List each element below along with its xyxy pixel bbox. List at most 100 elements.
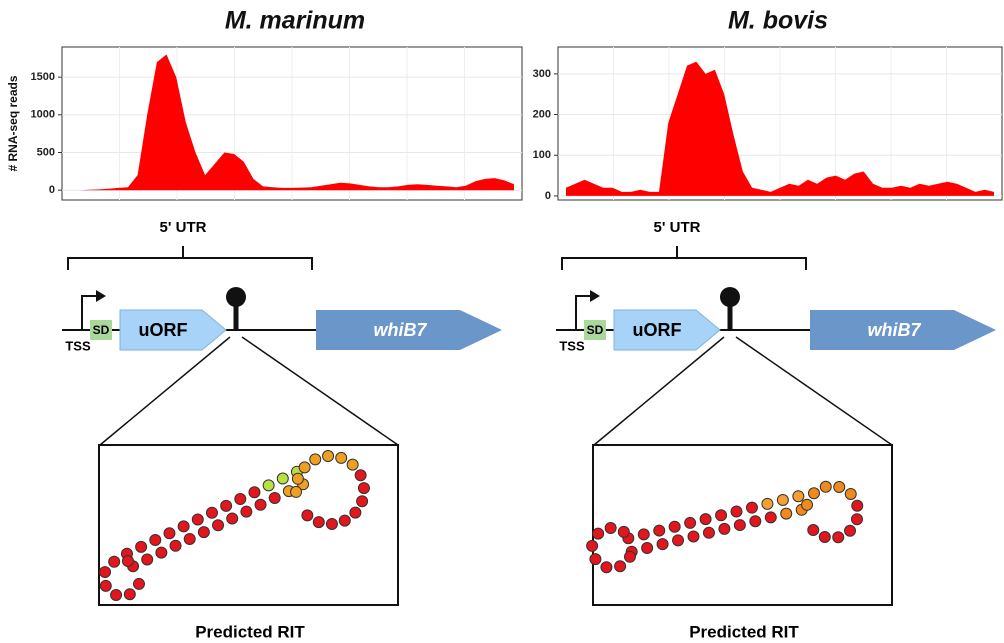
nucleotide <box>205 506 218 519</box>
nucleotide <box>197 526 210 539</box>
tss-arrow <box>575 295 590 330</box>
zoom-lines <box>593 336 893 446</box>
nucleotide <box>254 498 267 511</box>
nucleotide <box>702 526 715 539</box>
nucleotide <box>335 451 348 464</box>
nucleotide <box>764 511 777 524</box>
tss-arrowhead <box>96 290 106 302</box>
nucleotide <box>850 513 863 526</box>
nucleotide <box>818 530 831 543</box>
nucleotide <box>617 525 630 538</box>
nucleotide <box>135 540 148 553</box>
nucleotide <box>730 505 743 518</box>
utr-label: 5' UTR <box>160 219 207 236</box>
gene-arrow <box>316 310 502 350</box>
uorf-arrow <box>613 309 721 351</box>
nucleotide <box>668 520 681 533</box>
utr-label: 5' UTR <box>654 219 701 236</box>
nucleotide <box>733 519 746 532</box>
y-tick-label: 0 <box>545 190 551 202</box>
utr-bracket <box>561 246 807 270</box>
nucleotide <box>298 461 311 474</box>
gene-arrow <box>810 310 996 350</box>
nucleotide <box>819 480 832 493</box>
caption: Predicted RIT <box>689 622 799 641</box>
area <box>70 54 514 191</box>
nucleotide <box>349 506 362 519</box>
tss-label: TSS <box>559 338 585 353</box>
tss-arrowhead <box>590 290 600 302</box>
nucleotide <box>290 485 303 498</box>
terminator-head <box>720 287 740 307</box>
nucleotide <box>807 524 820 537</box>
y-tick-label: 0 <box>49 184 55 196</box>
nucleotide <box>248 486 261 499</box>
nucleotide <box>844 487 857 500</box>
nucleotide <box>338 514 351 527</box>
nucleotide <box>276 472 289 485</box>
nucleotide <box>240 505 253 518</box>
sd-box <box>584 320 606 340</box>
nucleotide <box>325 517 338 530</box>
nucleotide <box>121 555 134 568</box>
gene-label: whiB7 <box>373 320 427 340</box>
nucleotide <box>356 495 369 508</box>
nucleotide <box>262 479 275 492</box>
y-tick-label: 200 <box>533 108 551 120</box>
nucleotide <box>749 515 762 528</box>
area <box>566 61 994 196</box>
uorf-arrow <box>119 309 227 351</box>
nucleotide <box>776 494 789 507</box>
nucleotide <box>354 469 367 482</box>
y-axis-label: # RNA-seq reads <box>6 75 20 171</box>
nucleotide <box>844 524 857 537</box>
nucleotide <box>99 579 112 592</box>
nucleotide <box>212 519 225 532</box>
nucleotide <box>191 513 204 526</box>
nucleotide <box>699 513 712 526</box>
nucleotide <box>641 541 654 554</box>
nucleotide <box>801 498 814 511</box>
nucleotide <box>792 490 805 503</box>
sd-box <box>90 320 112 340</box>
caption: Predicted RIT <box>195 622 305 641</box>
nucleotide <box>780 507 793 520</box>
y-tick-label: 1500 <box>31 71 55 83</box>
zoom-lines <box>99 336 399 446</box>
y-tick-label: 1000 <box>31 109 55 121</box>
nucleotide <box>600 561 613 574</box>
nucleotide <box>623 550 636 563</box>
y-tick-label: 300 <box>533 68 551 80</box>
nucleotide <box>592 527 605 540</box>
tss-arrow <box>81 295 96 330</box>
nucleotide <box>312 516 325 529</box>
nucleotide <box>718 522 731 535</box>
utr-bracket <box>67 246 313 270</box>
nucleotide <box>589 553 602 566</box>
nucleotide <box>672 534 685 547</box>
nucleotide <box>761 497 774 510</box>
nucleotide <box>745 501 758 514</box>
nucleotide <box>141 553 154 566</box>
nucleotide <box>155 546 168 559</box>
nucleotide <box>614 560 627 573</box>
nucleotide <box>268 491 281 504</box>
nucleotide <box>220 499 233 512</box>
nucleotide <box>291 472 304 485</box>
nucleotide <box>123 588 136 601</box>
nucleotide <box>169 539 182 552</box>
nucleotide <box>687 530 700 543</box>
nucleotide <box>586 539 599 552</box>
terminator-head <box>226 287 246 307</box>
sd-label: SD <box>587 323 604 337</box>
sd-label: SD <box>93 323 110 337</box>
y-tick-label: 500 <box>37 146 55 158</box>
nucleotide <box>99 566 112 579</box>
gene-label: whiB7 <box>867 320 921 340</box>
nucleotide <box>132 577 145 590</box>
nucleotide <box>637 528 650 541</box>
nucleotide <box>226 512 239 525</box>
nucleotide <box>807 487 820 500</box>
nucleotide <box>163 527 176 540</box>
